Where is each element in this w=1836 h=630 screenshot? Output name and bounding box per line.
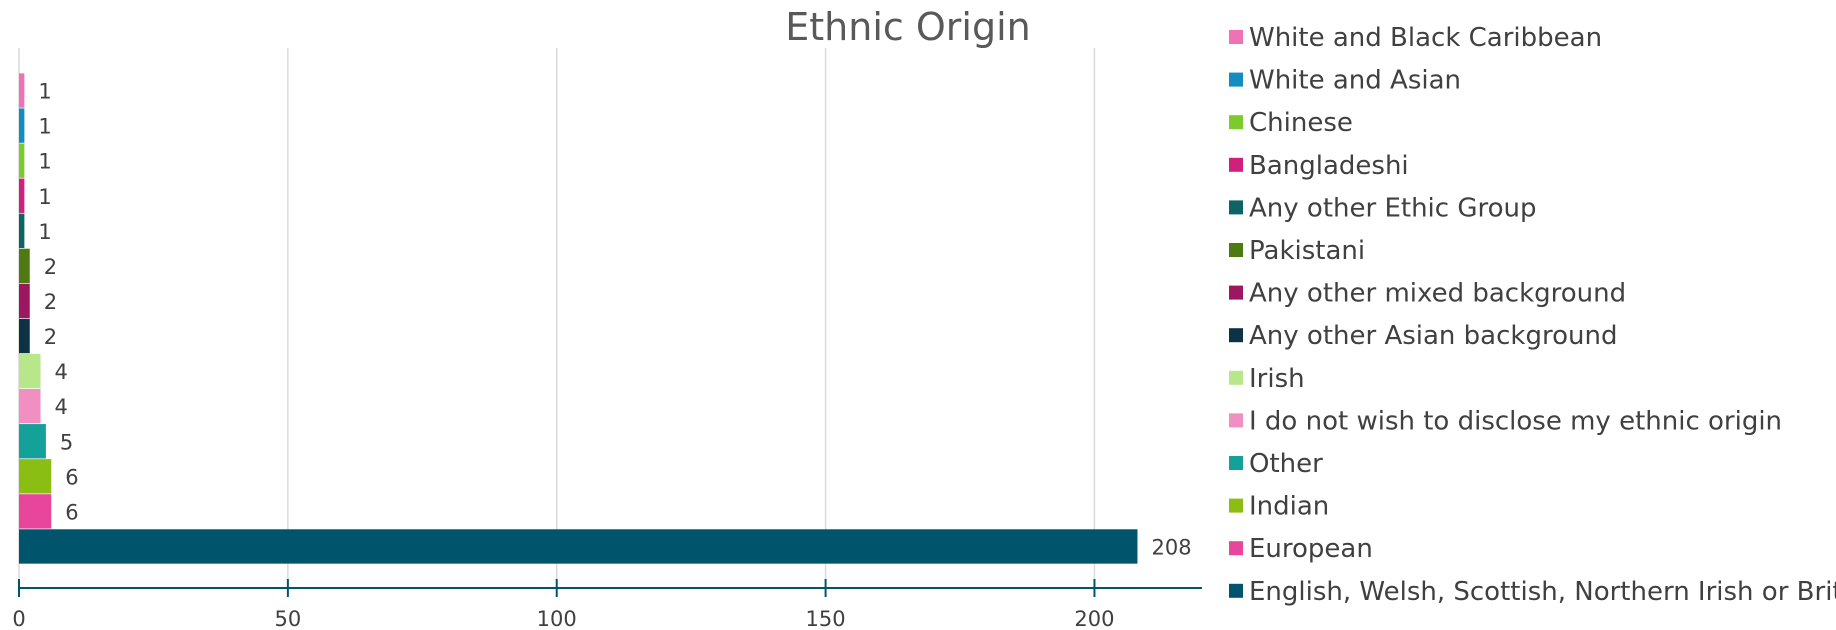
legend-label-11: Indian: [1249, 492, 1329, 522]
legend-label-2: Chinese: [1249, 108, 1353, 138]
data-label-3: 1: [38, 185, 51, 209]
legend-item-0: White and Black Caribbean: [1229, 23, 1602, 53]
legend-swatch-11: [1229, 498, 1243, 513]
data-label-7: 2: [44, 325, 57, 349]
chart-title: Ethnic Origin: [785, 5, 1030, 49]
legend-swatch-3: [1229, 157, 1243, 172]
bar-13: [19, 529, 1138, 564]
legend-swatch-4: [1229, 200, 1243, 215]
x-tick-label-200: 200: [1074, 607, 1114, 630]
data-label-5: 2: [44, 255, 57, 279]
bar-2: [19, 143, 25, 178]
legend-label-8: Irish: [1249, 364, 1305, 394]
data-label-1: 1: [38, 115, 51, 139]
bar-0: [19, 73, 25, 108]
legend-swatch-2: [1229, 115, 1243, 130]
legend-label-1: White and Asian: [1249, 66, 1461, 96]
legend-item-13: English, Welsh, Scottish, Northern Irish…: [1229, 577, 1836, 607]
legend-swatch-5: [1229, 243, 1243, 257]
bar-3: [19, 178, 25, 213]
bar-11: [19, 459, 52, 494]
legend-item-3: Bangladeshi: [1229, 151, 1409, 181]
bar-1: [19, 108, 25, 143]
legend-swatch-13: [1229, 583, 1243, 598]
legend-label-13: English, Welsh, Scottish, Northern Irish…: [1249, 577, 1836, 607]
legend-swatch-0: [1229, 30, 1243, 44]
legend-swatch-7: [1229, 328, 1243, 343]
data-label-9: 4: [55, 395, 68, 419]
legend-label-0: White and Black Caribbean: [1249, 23, 1602, 53]
x-tick-label-100: 100: [537, 607, 577, 630]
legend-label-5: Pakistani: [1249, 236, 1365, 266]
legend-swatch-10: [1229, 456, 1243, 470]
data-label-13: 208: [1151, 535, 1191, 559]
legend-item-2: Chinese: [1229, 108, 1353, 138]
data-labels: 1 1 1 1 1 2 2 2 4 4 5 6 6 208: [38, 80, 1191, 560]
legend-item-11: Indian: [1229, 492, 1329, 522]
legend-swatch-12: [1229, 541, 1243, 556]
data-label-8: 4: [55, 360, 68, 384]
bars: [19, 73, 1138, 564]
data-label-0: 1: [38, 80, 51, 104]
legend-item-6: Any other mixed background: [1229, 279, 1626, 309]
bar-5: [19, 248, 30, 284]
legend-swatch-9: [1229, 413, 1243, 428]
x-tick-label-150: 150: [806, 607, 846, 630]
bar-8: [19, 353, 41, 389]
bar-6: [19, 283, 30, 319]
legend-swatch-6: [1229, 285, 1243, 300]
bar-12: [19, 494, 52, 529]
x-axis: 0 50 100 150 200: [12, 579, 1202, 630]
legend-item-5: Pakistani: [1229, 236, 1365, 266]
legend-label-4: Any other Ethic Group: [1249, 193, 1537, 223]
data-label-10: 5: [60, 430, 73, 454]
legend-item-4: Any other Ethic Group: [1229, 193, 1537, 223]
legend-item-10: Other: [1229, 449, 1323, 479]
legend-item-1: White and Asian: [1229, 66, 1461, 96]
x-tick-label-0: 0: [12, 607, 25, 630]
bar-10: [19, 424, 46, 459]
legend-label-10: Other: [1249, 449, 1323, 479]
legend-label-12: European: [1249, 534, 1373, 564]
legend-label-3: Bangladeshi: [1249, 151, 1409, 181]
gridlines: [18, 48, 1096, 588]
data-label-2: 1: [38, 150, 51, 174]
legend-item-8: Irish: [1229, 364, 1305, 394]
data-label-4: 1: [38, 220, 51, 244]
bar-7: [19, 318, 30, 354]
legend-label-6: Any other mixed background: [1249, 279, 1626, 309]
legend: White and Black Caribbean White and Asian…: [1229, 23, 1836, 607]
legend-item-7: Any other Asian background: [1229, 321, 1617, 351]
legend-item-12: European: [1229, 534, 1373, 564]
legend-item-9: I do not wish to disclose my ethnic orig…: [1229, 406, 1782, 436]
data-label-6: 2: [44, 290, 57, 314]
legend-label-9: I do not wish to disclose my ethnic orig…: [1249, 406, 1782, 436]
legend-swatch-8: [1229, 370, 1243, 385]
bar-9: [19, 388, 41, 424]
data-label-11: 6: [65, 465, 78, 489]
data-label-12: 6: [65, 500, 78, 524]
bar-4: [19, 213, 25, 249]
x-tick-label-50: 50: [274, 607, 301, 630]
legend-swatch-1: [1229, 72, 1243, 87]
legend-label-7: Any other Asian background: [1249, 321, 1617, 351]
